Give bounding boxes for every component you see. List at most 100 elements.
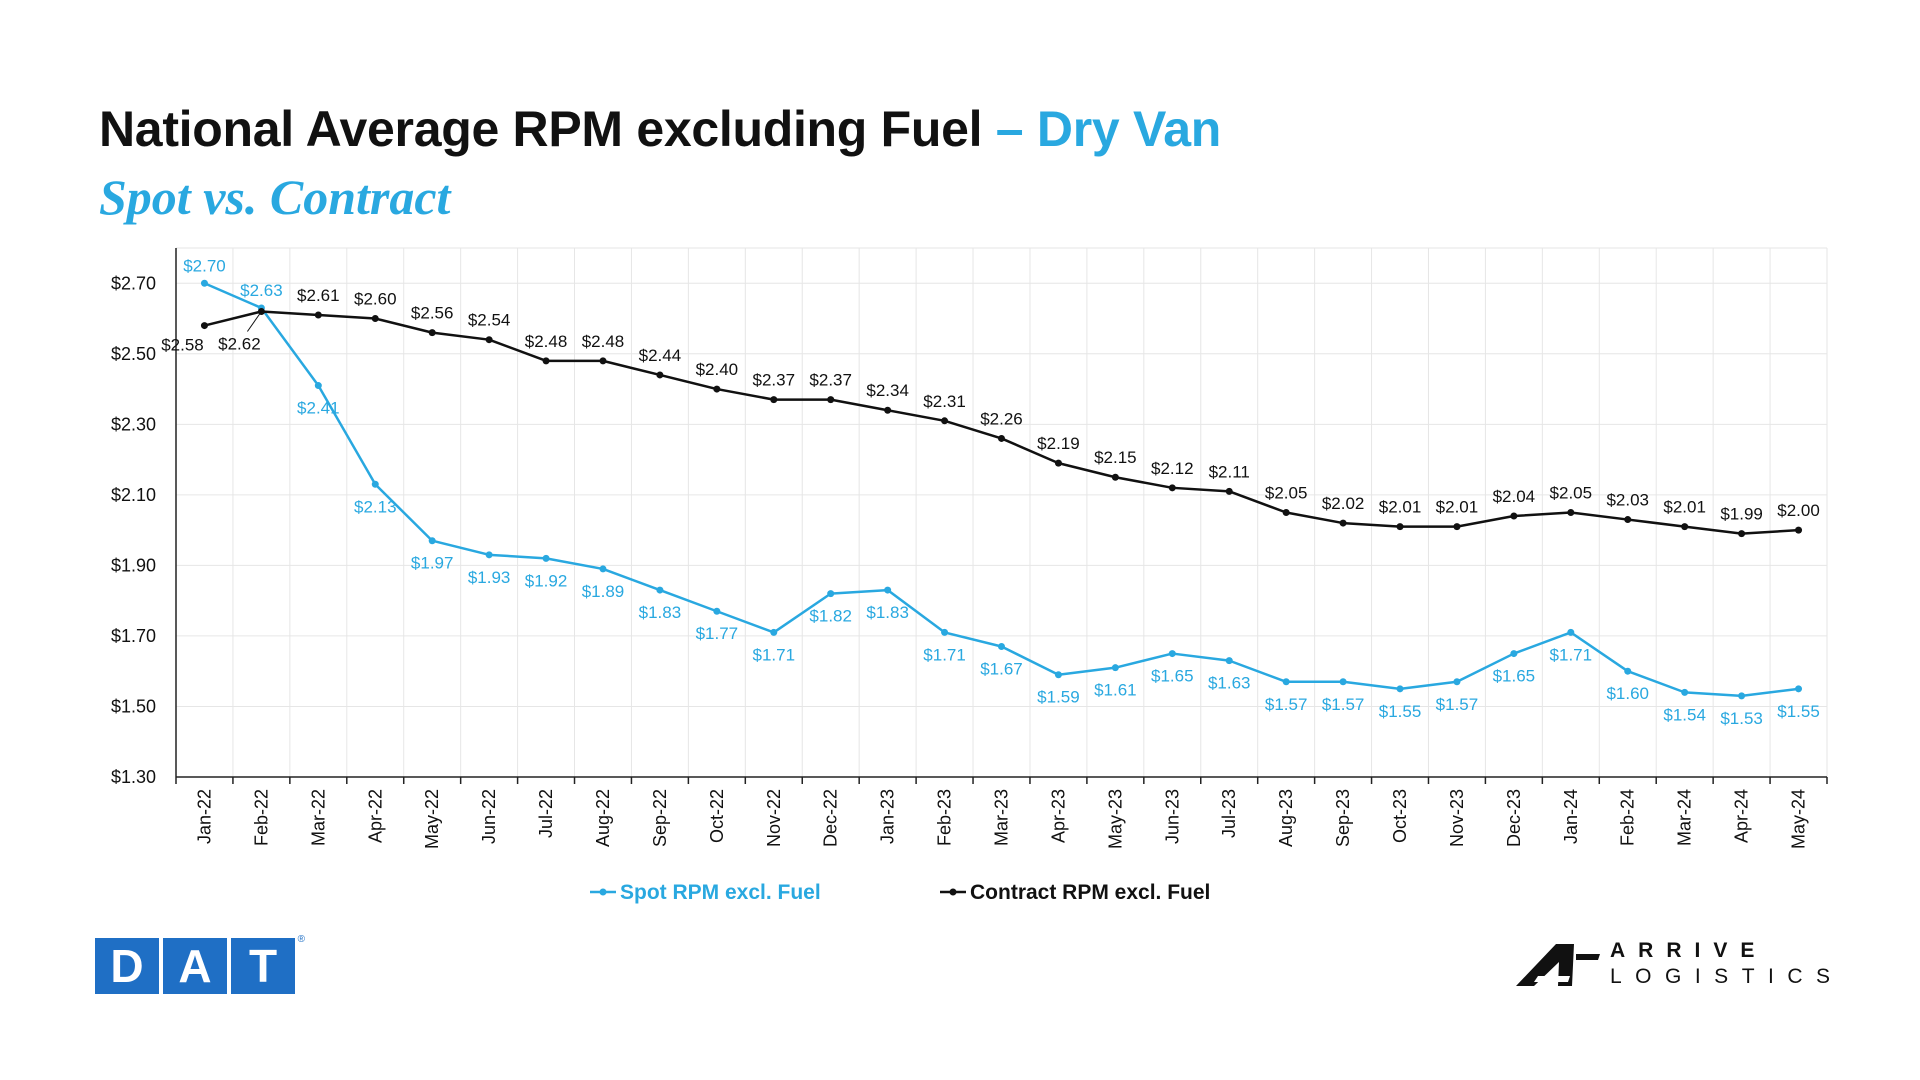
legend-item-contract: Contract RPM excl. Fuel: [940, 881, 1210, 904]
x-tick-label: Jul-23: [1219, 789, 1239, 838]
contract-point: [1624, 516, 1632, 524]
spot-data-label: $1.71: [923, 645, 966, 664]
spot-data-label: $1.61: [1094, 681, 1137, 700]
spot-point: [941, 628, 949, 636]
x-tick-label: Jan-24: [1561, 789, 1581, 844]
x-tick-label: Aug-22: [593, 789, 613, 847]
x-tick-label: Sep-23: [1333, 789, 1353, 847]
x-tick-label: May-23: [1105, 789, 1125, 849]
legend: Spot RPM excl. Fuel Contract RPM excl. Fu…: [590, 881, 1210, 904]
y-tick-label: $2.10: [111, 485, 156, 505]
contract-point: [1339, 519, 1347, 527]
grid: [175, 247, 1828, 778]
spot-point: [1567, 628, 1575, 636]
dat-logo-letter: D: [95, 938, 159, 994]
contract-data-label: $1.99: [1720, 505, 1763, 524]
contract-point: [1738, 530, 1746, 538]
contract-data-label: $2.12: [1151, 459, 1194, 478]
contract-point: [1681, 523, 1689, 531]
spot-data-label: $1.63: [1208, 674, 1251, 693]
y-tick-label: $1.50: [111, 696, 156, 716]
spot-point: [1168, 650, 1176, 658]
dat-logo-letter: A: [163, 938, 227, 994]
contract-data-label: $2.05: [1265, 484, 1308, 503]
spot-point: [371, 480, 379, 488]
x-tick-label: Jan-23: [878, 789, 898, 844]
contract-data-label: $2.01: [1379, 498, 1422, 517]
x-tick-label: Feb-22: [251, 789, 271, 846]
contract-point: [998, 434, 1005, 442]
spot-point: [1396, 685, 1404, 693]
spot-point: [998, 643, 1005, 651]
chart-title: National Average RPM excluding Fuel – Dr…: [99, 100, 1221, 158]
dat-logo-letter: T: [231, 938, 295, 994]
contract-data-label: $2.62: [218, 334, 261, 353]
x-tick-label: Nov-22: [764, 789, 784, 847]
x-tick-label: Sep-22: [650, 789, 670, 847]
spot-data-label: $2.70: [183, 256, 226, 275]
contract-data-label: $2.34: [866, 381, 909, 400]
arrive-logo-line2: LOGISTICS: [1610, 965, 1844, 988]
spot-data-label: $1.97: [411, 554, 454, 573]
contract-data-label: $2.03: [1606, 491, 1649, 510]
contract-data-label: $2.48: [525, 332, 568, 351]
spot-data-label: $1.71: [1550, 645, 1593, 664]
x-tick-label: Oct-23: [1390, 789, 1410, 843]
spot-data-label: $1.82: [809, 607, 852, 626]
x-tick-label: Apr-22: [365, 789, 385, 843]
spot-data-label: $2.13: [354, 497, 397, 516]
y-tick-label: $1.30: [111, 767, 156, 787]
spot-point: [1282, 678, 1290, 686]
legend-label: Contract RPM excl. Fuel: [970, 881, 1210, 904]
arrive-logistics-logo: ARRIVE LOGISTICS: [1516, 938, 1844, 990]
x-tick-label: Oct-22: [707, 789, 727, 843]
contract-data-label: $2.11: [1209, 462, 1250, 481]
contract-point: [941, 417, 949, 425]
x-tick-label: Jun-22: [479, 789, 499, 844]
spot-data-label: $1.57: [1436, 695, 1479, 714]
spot-point: [200, 279, 208, 287]
contract-data-label: $2.44: [639, 346, 682, 365]
contract-point: [542, 357, 550, 365]
contract-point: [827, 396, 835, 404]
contract-data-label: $2.40: [696, 360, 739, 379]
spot-point: [542, 554, 550, 562]
y-tick-label: $2.30: [111, 414, 156, 434]
spot-data-label: $2.41: [297, 399, 340, 418]
y-tick-label: $2.70: [111, 273, 156, 293]
contract-data-label: $2.56: [411, 304, 454, 323]
legend-item-spot: Spot RPM excl. Fuel: [590, 881, 821, 904]
contract-point: [599, 357, 607, 365]
arrive-logo-icon: [1516, 944, 1600, 986]
legend-swatch-marker: [949, 888, 957, 896]
contract-point: [1567, 509, 1575, 516]
spot-point: [656, 586, 664, 594]
x-tick-label: Dec-22: [821, 789, 841, 847]
legend-swatch-marker: [599, 888, 607, 896]
spot-data-label: $1.54: [1663, 705, 1706, 724]
registered-mark: ®: [297, 934, 305, 945]
contract-point: [770, 396, 778, 404]
spot-data-label: $1.65: [1151, 667, 1194, 686]
x-tick-label: Aug-23: [1276, 789, 1296, 847]
contract-point: [314, 311, 322, 319]
spot-data-label: $1.89: [582, 582, 625, 601]
spot-point: [428, 537, 436, 545]
dat-logo: D A T ®: [95, 934, 305, 994]
x-tick-label: Mar-22: [308, 789, 328, 846]
x-tick-label: May-24: [1789, 789, 1809, 849]
x-tick-label: Jul-22: [536, 789, 556, 838]
spot-point: [1054, 671, 1062, 679]
contract-data-label: $2.00: [1777, 501, 1820, 520]
spot-point: [1111, 664, 1119, 672]
contract-data-label: $2.19: [1037, 434, 1080, 453]
spot-data-label: $1.57: [1322, 695, 1365, 714]
contract-point: [485, 336, 493, 344]
spot-point: [1681, 688, 1689, 696]
spot-point: [770, 628, 778, 636]
x-tick-label: Feb-23: [935, 789, 955, 846]
spot-data-label: $1.60: [1606, 684, 1649, 703]
contract-point: [428, 329, 436, 337]
contract-point: [1054, 459, 1062, 467]
spot-point: [1738, 692, 1746, 700]
